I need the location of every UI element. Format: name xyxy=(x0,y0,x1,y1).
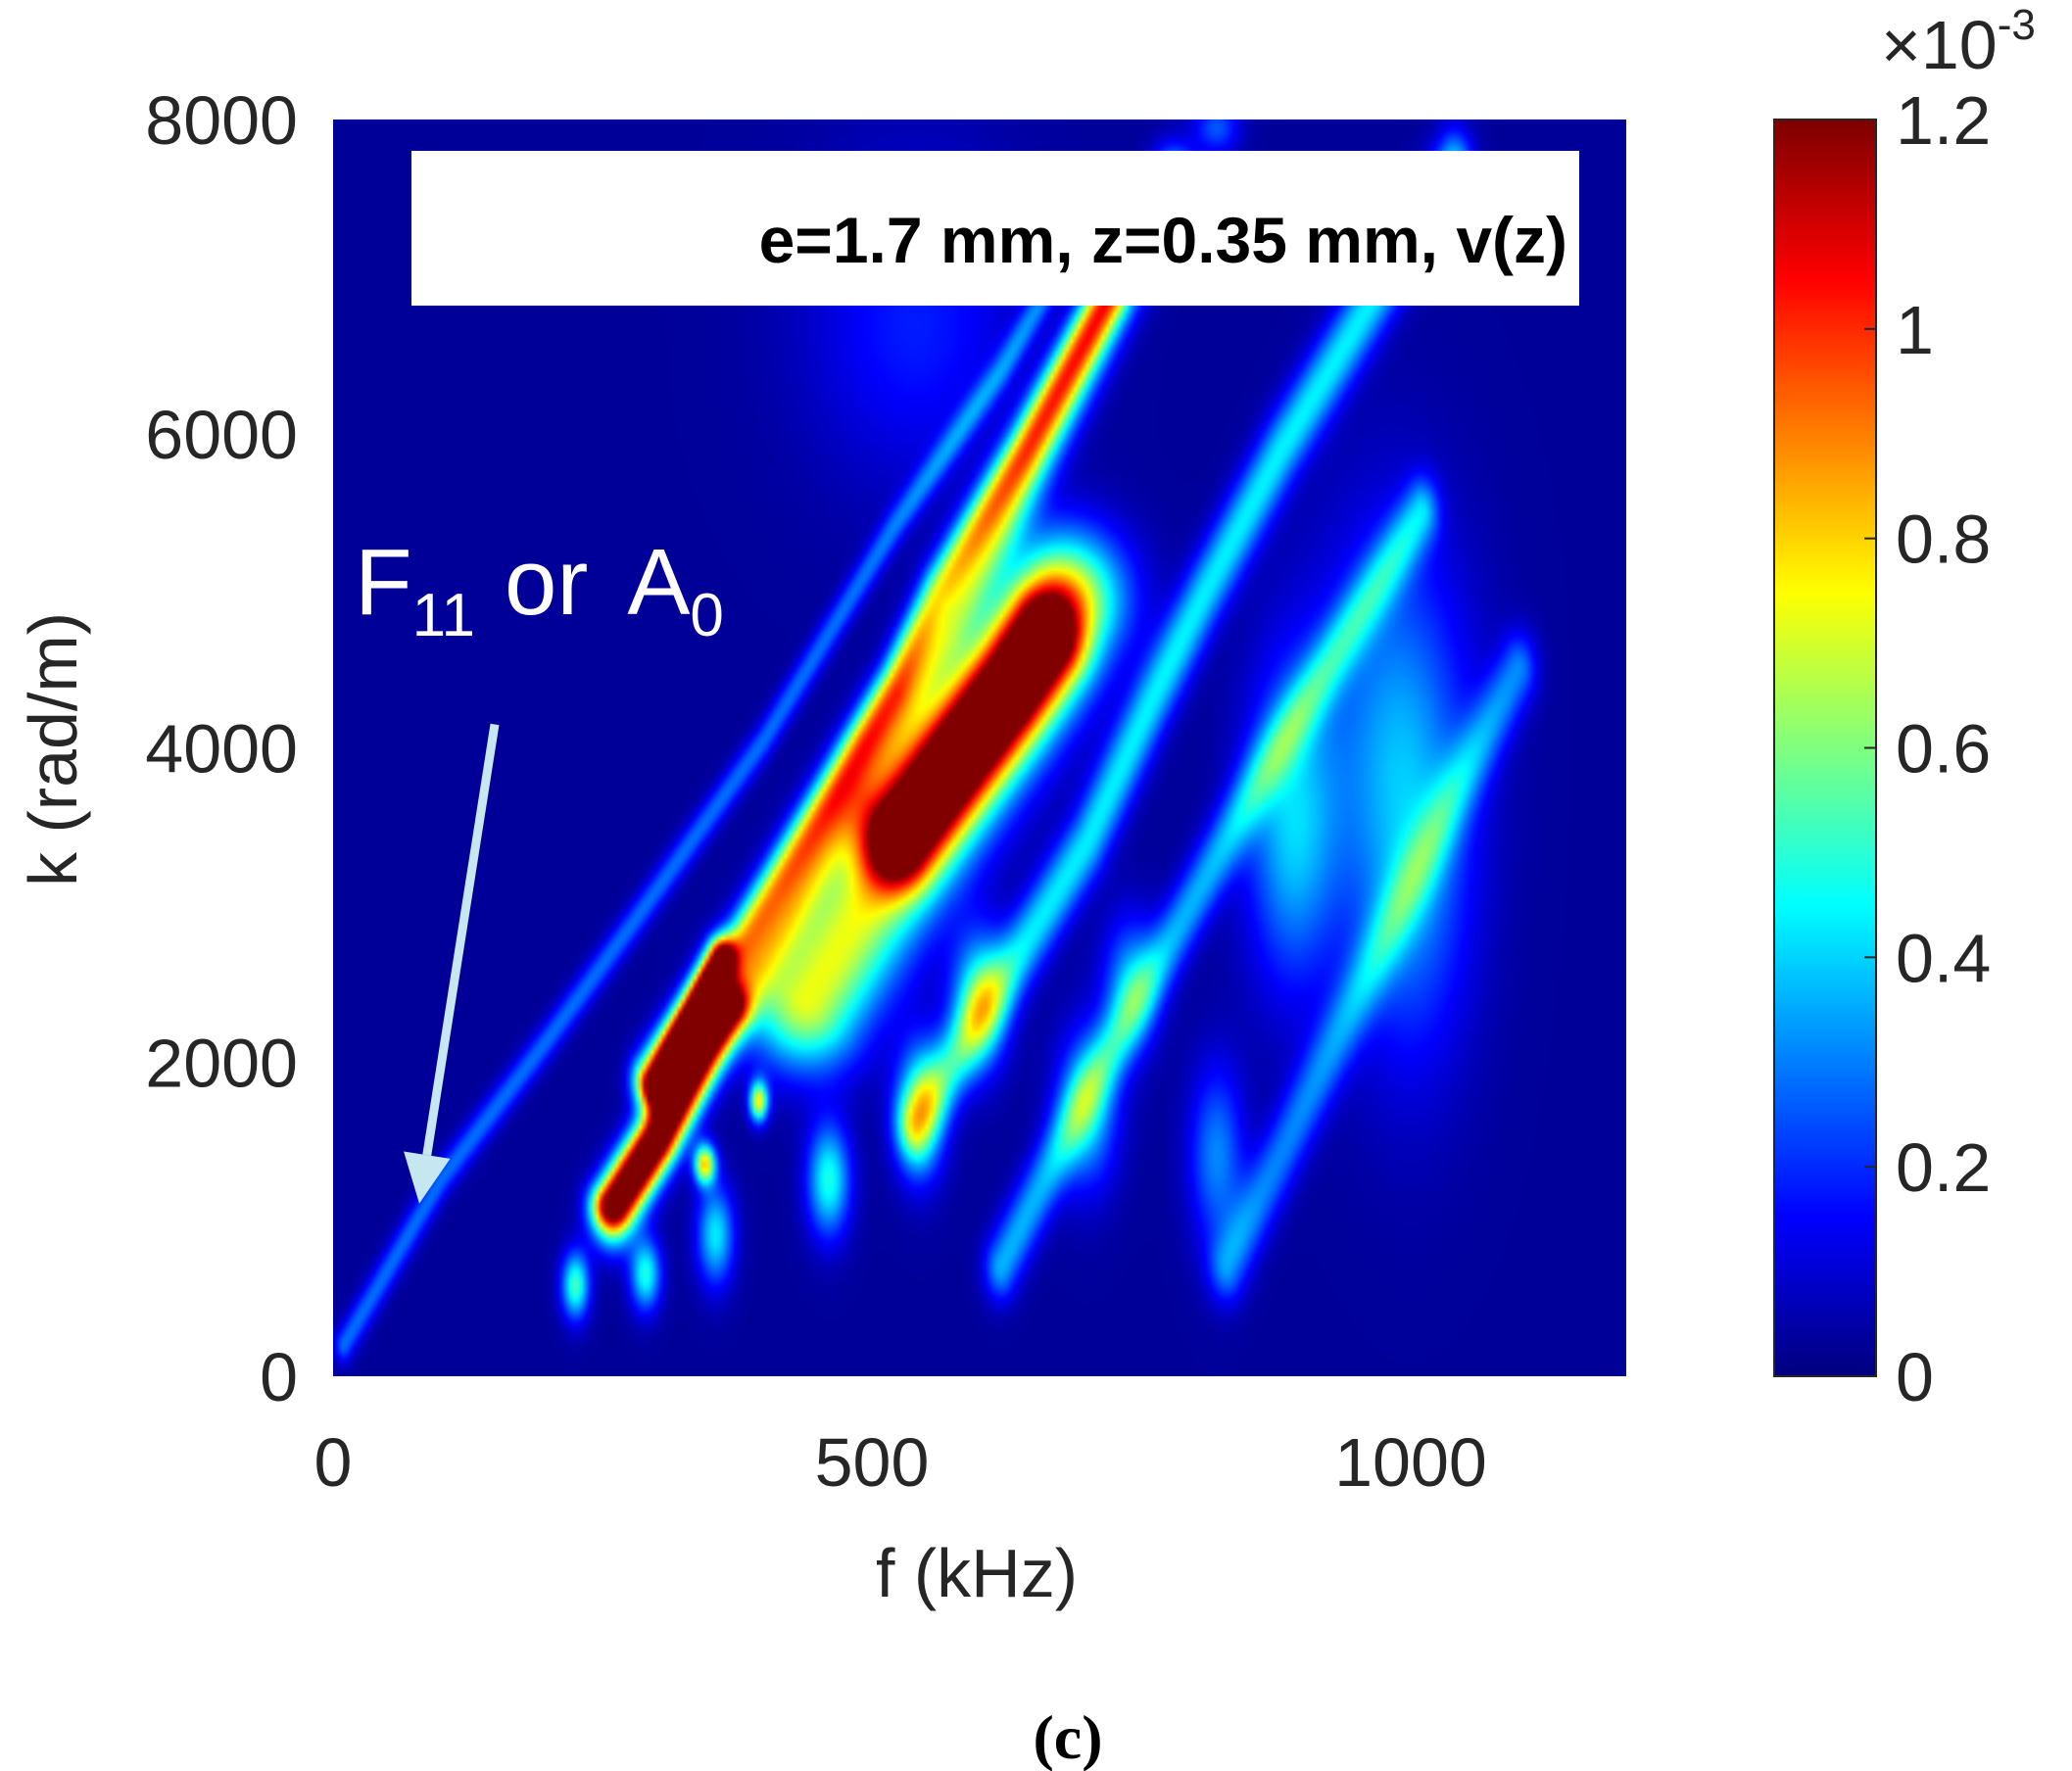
colorbar-tick-label: 0 xyxy=(1896,1339,1934,1415)
y-axis-ticks: 0 2000 4000 6000 8000 xyxy=(145,82,298,1415)
colorbar: 0 0.2 0.4 0.6 0.8 1 1.2 ×10-3 xyxy=(1773,1,2036,1415)
y-tick-label: 4000 xyxy=(145,711,298,788)
arrow-shaft xyxy=(422,723,500,1156)
colorbar-multiplier: ×10-3 xyxy=(1881,1,2036,83)
colorbar-tick-label: 0.8 xyxy=(1896,502,1991,578)
colorbar-tick-label: 1.2 xyxy=(1896,82,1991,159)
x-tick-label: 1000 xyxy=(1334,1424,1487,1501)
y-axis-label: k (rad/m) xyxy=(15,612,91,886)
colorbar-tick-label: 1 xyxy=(1896,292,1934,368)
colorbar-gradient xyxy=(1774,120,1876,1376)
x-tick-label: 500 xyxy=(815,1424,930,1501)
colorbar-ticks: 0 0.2 0.4 0.6 0.8 1 1.2 xyxy=(1773,82,1991,1415)
panel-caption: (c) xyxy=(1033,1702,1102,1771)
mode-a-subscript: 0 xyxy=(690,582,723,649)
mode-f-subscript: 11 xyxy=(412,582,475,649)
annotation-arrow xyxy=(404,723,500,1204)
x-axis-ticks: 0 500 1000 xyxy=(314,1424,1487,1501)
colorbar-multiplier-exponent: -3 xyxy=(1998,1,2036,49)
mode-a-label: A xyxy=(627,530,690,635)
y-tick-label: 8000 xyxy=(145,82,298,159)
y-tick-label: 0 xyxy=(260,1339,298,1415)
colorbar-tick-label: 0.2 xyxy=(1896,1129,1991,1206)
mode-f-label: F xyxy=(355,530,412,635)
legend-text: e=1.7 mm, z=0.35 mm, v(z) xyxy=(759,204,1567,276)
x-axis-label: f (kHz) xyxy=(876,1535,1078,1611)
heatmap-image xyxy=(333,120,1626,1376)
colorbar-frame xyxy=(1773,119,1877,1377)
legend-background xyxy=(411,151,1579,306)
legend-box: e=1.7 mm, z=0.35 mm, v(z) xyxy=(411,151,1579,306)
colorbar-tick-label: 0.4 xyxy=(1896,920,1991,996)
colorbar-tick-label: 0.6 xyxy=(1896,711,1991,788)
heatmap-plot xyxy=(333,120,1626,1376)
x-tick-label: 0 xyxy=(314,1424,353,1501)
arrow-head xyxy=(404,1151,451,1204)
y-tick-label: 2000 xyxy=(145,1025,298,1101)
mode-annotation-text: F11 or A0 xyxy=(355,530,724,649)
y-tick-label: 6000 xyxy=(145,397,298,473)
mode-annotation: F11 or A0 xyxy=(355,530,724,1204)
mode-connector: or xyxy=(505,530,588,635)
colorbar-multiplier-base: ×10 xyxy=(1881,7,1998,83)
